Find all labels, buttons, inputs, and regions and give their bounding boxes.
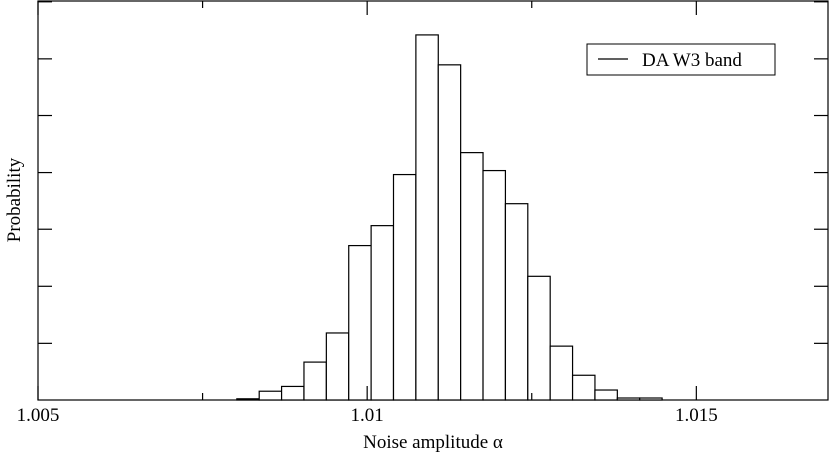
- x-axis-label: Noise amplitude α: [363, 432, 503, 453]
- histogram-bar: [437, 64, 462, 401]
- y-axis-label: Probability: [4, 157, 25, 242]
- x-tick-label: 1.005: [17, 405, 60, 426]
- y-axis-ticks: [38, 1, 828, 344]
- histogram-bar: [415, 34, 439, 401]
- histogram-bar: [370, 225, 395, 401]
- histogram-bar: [460, 152, 484, 401]
- histogram-bar: [504, 203, 529, 401]
- x-axis-ticks: 1.005 1.01 1.015: [17, 1, 718, 426]
- histogram-bar: [549, 345, 574, 401]
- histogram-bar: [303, 361, 327, 401]
- histogram-bar: [392, 173, 417, 401]
- histogram-bar: [639, 397, 663, 401]
- legend-entry-label: DA W3 band: [642, 50, 742, 71]
- histogram-bar: [280, 385, 305, 401]
- histogram-bar: [236, 398, 260, 401]
- histogram-bar: [616, 397, 641, 401]
- histogram-bar: [594, 389, 618, 401]
- histogram-bars: [236, 34, 663, 401]
- x-tick-label: 1.01: [351, 405, 384, 426]
- legend: DA W3 band: [586, 43, 776, 76]
- histogram-bar: [348, 244, 372, 401]
- histogram-bar: [482, 169, 507, 401]
- histogram-bar: [325, 332, 350, 401]
- histogram-bar: [527, 275, 551, 401]
- x-tick-label: 1.015: [675, 405, 718, 426]
- histogram-bar: [571, 374, 596, 401]
- histogram-bar: [258, 390, 283, 401]
